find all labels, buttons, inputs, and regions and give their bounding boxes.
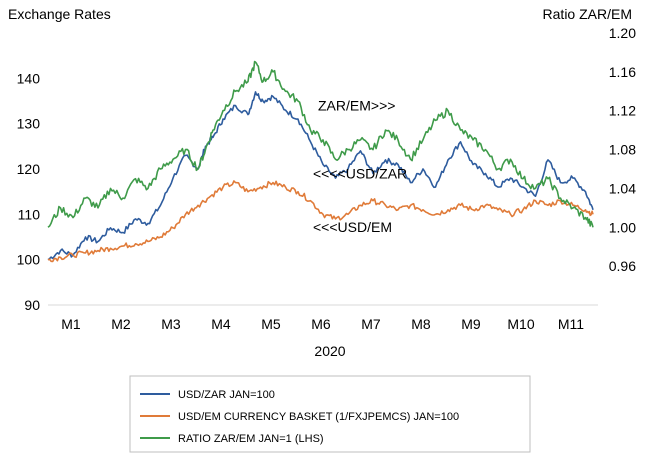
left-axis-title: Exchange Rates [8, 6, 111, 22]
x-tick-label: M2 [111, 316, 131, 332]
right-tick-label: 1.12 [609, 103, 636, 119]
series-line-1 [47, 91, 594, 261]
left-tick-label: 100 [17, 252, 41, 268]
x-tick-label: M3 [161, 316, 181, 332]
x-tick-label: M10 [507, 316, 534, 332]
legend-entry: RATIO ZAR/EM JAN=1 (LHS) [178, 433, 324, 445]
x-tick-label: M5 [261, 316, 281, 332]
x-tick-label: M7 [361, 316, 381, 332]
right-tick-label: 1.16 [609, 64, 636, 80]
plot-area: 90 100 110 120 130 140 0.96 1.00 1.04 1.08 1.12 1.1… [17, 25, 637, 332]
right-tick-label: 1.00 [609, 219, 636, 235]
chart-annotation: <<<USD/EM [313, 219, 392, 235]
left-tick-label: 120 [17, 161, 41, 177]
x-tick-label: M6 [311, 316, 331, 332]
left-tick-label: 130 [17, 116, 41, 132]
chart-annotation: ZAR/EM>>> [318, 98, 395, 114]
x-tick-label: M9 [461, 316, 481, 332]
x-tick-label: M4 [211, 316, 231, 332]
right-tick-label: 0.96 [609, 258, 636, 274]
right-tick-label: 1.20 [609, 25, 636, 41]
left-tick-label: 140 [17, 70, 41, 86]
legend-entry: USD/ZAR JAN=100 [178, 389, 275, 401]
series-line-3 [47, 60, 594, 228]
right-tick-label: 1.04 [609, 180, 636, 196]
chart-annotation: <<<<USD/ZAR [313, 166, 407, 182]
legend-entry: USD/EM CURRENCY BASKET (1/FXJPEMCS) JAN=… [178, 411, 459, 423]
legend: USD/ZAR JAN=100 USD/EM CURRENCY BASKET (1… [129, 375, 531, 453]
series-line-2 [47, 180, 594, 263]
right-tick-label: 1.08 [609, 142, 636, 158]
legend-box [129, 375, 531, 453]
right-axis-title: Ratio ZAR/EM [543, 6, 632, 22]
x-tick-label: M8 [411, 316, 431, 332]
x-tick-label: M11 [558, 316, 584, 332]
x-axis-label: 2020 [314, 343, 345, 359]
left-tick-label: 90 [24, 297, 40, 313]
left-tick-label: 110 [18, 206, 41, 222]
x-tick-label: M1 [61, 316, 81, 332]
